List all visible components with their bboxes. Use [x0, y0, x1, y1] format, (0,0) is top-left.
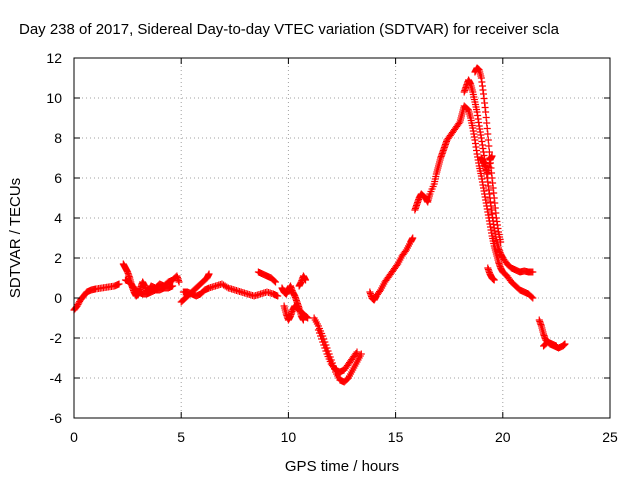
- data-point: [488, 152, 496, 160]
- data-point: [205, 270, 213, 278]
- data-point: [561, 340, 569, 348]
- data-point: [315, 329, 323, 337]
- data-point: [529, 294, 537, 302]
- data-point: [314, 326, 322, 334]
- data-point: [409, 234, 417, 242]
- data-point: [75, 299, 83, 307]
- data-point: [497, 238, 505, 246]
- y-axis-label: SDTVAR / TECUs: [7, 178, 24, 298]
- data-point: [302, 276, 310, 284]
- grid: [74, 58, 610, 418]
- data-point: [463, 105, 471, 113]
- data-point: [485, 148, 493, 156]
- data-point: [169, 282, 177, 290]
- data-point: [274, 292, 282, 300]
- data-point: [304, 314, 312, 322]
- data-point: [272, 278, 280, 286]
- x-tick-label: 10: [281, 429, 297, 445]
- data-point: [321, 344, 329, 352]
- data-point: [317, 332, 325, 340]
- x-tick-label: 15: [388, 429, 404, 445]
- data-point: [223, 283, 231, 291]
- x-tick-label: 20: [495, 429, 511, 445]
- data-point: [322, 347, 330, 355]
- data-point: [484, 130, 492, 138]
- data-point: [320, 341, 328, 349]
- data-point: [490, 276, 498, 284]
- data-point: [455, 120, 463, 127]
- chart-title: Day 238 of 2017, Sidereal Day-to-day VTE…: [19, 21, 560, 38]
- y-tick-label: -6: [50, 410, 63, 426]
- y-tick-label: 4: [54, 210, 62, 226]
- data-point: [319, 338, 327, 346]
- x-axis-label: GPS time / hours: [285, 458, 399, 475]
- y-tick-label: 8: [54, 130, 62, 146]
- y-tick-label: 6: [54, 170, 62, 186]
- data-point: [73, 302, 81, 310]
- x-tick-label: 0: [70, 429, 78, 445]
- x-tick-label: 25: [602, 429, 618, 445]
- y-tick-label: 2: [54, 250, 62, 266]
- data-point: [175, 278, 183, 286]
- data-point: [528, 293, 536, 301]
- plot-frame: [73, 57, 611, 419]
- y-tick-labels: -6 -4 -2 0 2 4 6 8 10 12: [46, 50, 62, 426]
- data-point: [74, 301, 82, 308]
- data-point: [318, 335, 326, 343]
- data-point: [485, 142, 493, 150]
- data-point: [552, 342, 560, 350]
- y-tick-label: 12: [46, 50, 62, 66]
- data-series: [70, 64, 569, 386]
- data-point: [484, 136, 492, 144]
- data-point: [353, 348, 361, 356]
- data-point: [115, 280, 123, 288]
- y-tick-label: 10: [46, 90, 62, 106]
- axis-ticks: [73, 57, 611, 419]
- x-tick-label: 5: [177, 429, 185, 445]
- data-point: [270, 277, 278, 285]
- y-tick-label: -2: [50, 330, 63, 346]
- data-point: [352, 350, 360, 357]
- y-tick-label: 0: [54, 290, 62, 306]
- x-tick-labels: 0 5 10 15 20 25: [70, 429, 618, 445]
- data-point: [529, 268, 537, 276]
- y-tick-label: -4: [50, 370, 63, 386]
